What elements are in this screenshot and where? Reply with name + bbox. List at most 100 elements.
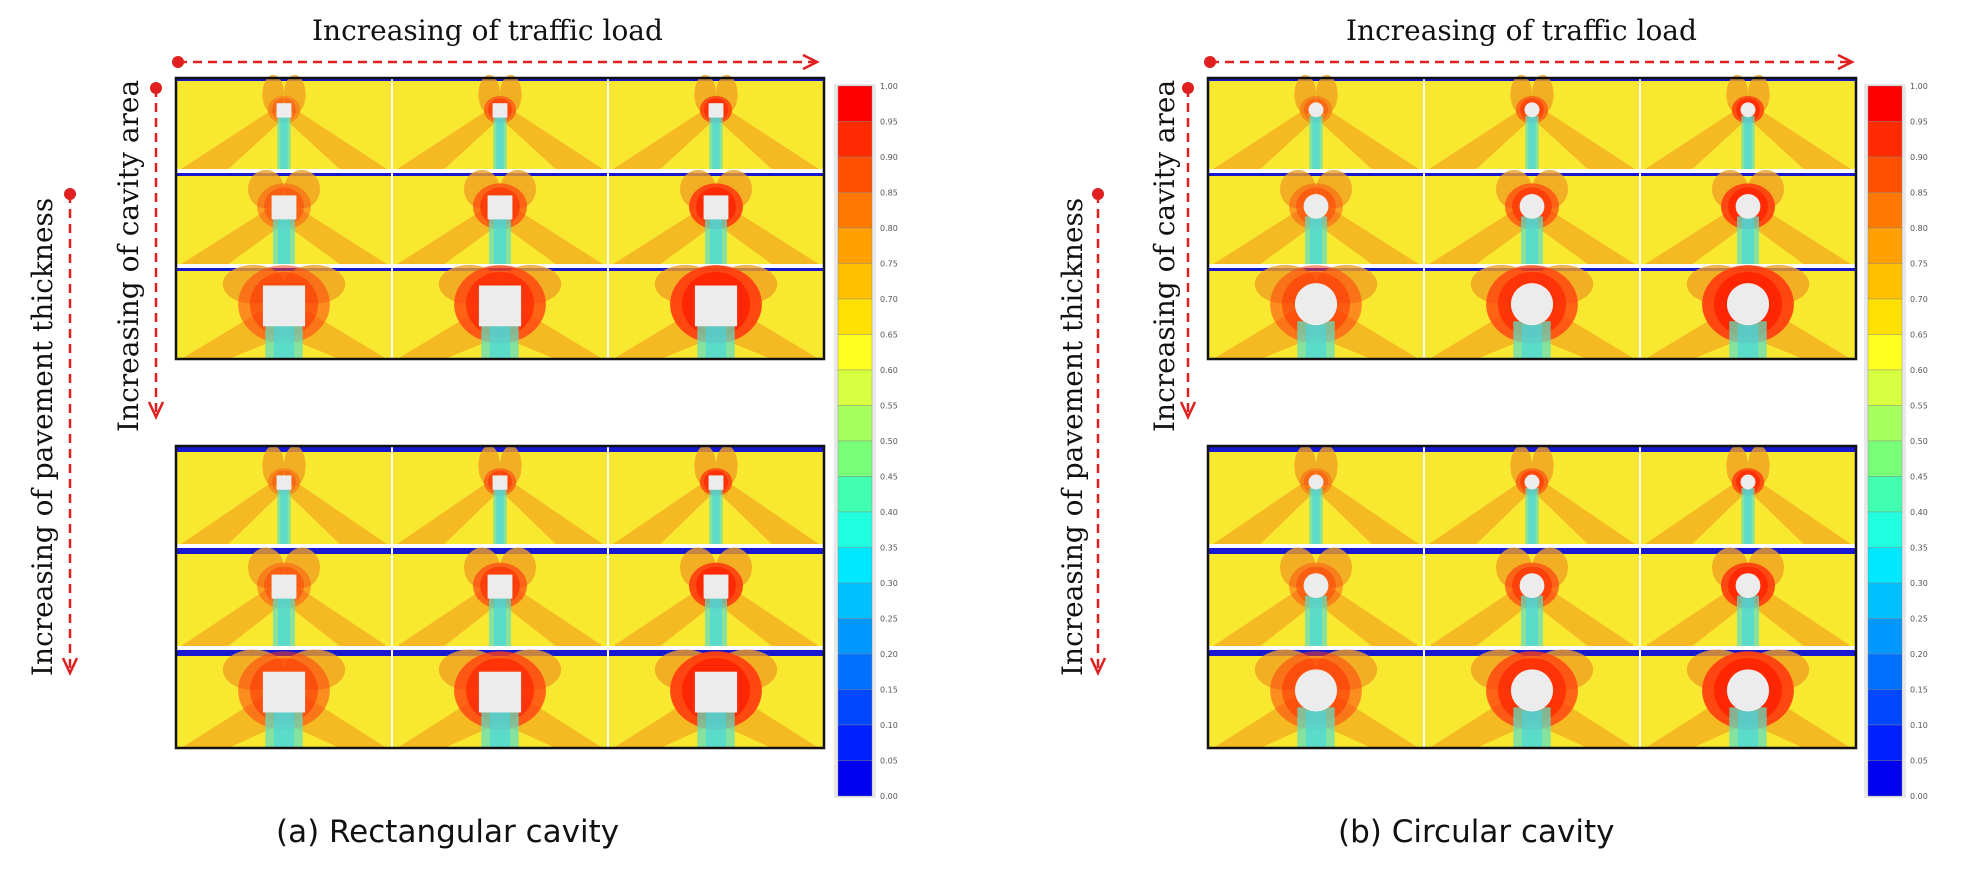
colorbar-segment [1867, 405, 1903, 442]
stress-wing [720, 109, 819, 169]
low-stress-core [712, 489, 720, 544]
low-stress-core [1526, 597, 1538, 646]
stress-wing [1536, 482, 1635, 544]
stress-wing [1752, 482, 1851, 544]
stress-wing [288, 109, 387, 169]
pavement-plate [176, 446, 824, 452]
colorbar-segment [1867, 689, 1903, 726]
low-stress-core [496, 489, 504, 544]
rectangular-cavity [271, 195, 297, 220]
low-stress-core [280, 117, 288, 169]
rectangular-cavity [262, 285, 306, 327]
colorbar-segment [837, 760, 873, 797]
circular-cavity [1524, 102, 1540, 118]
low-stress-core [1312, 489, 1320, 544]
circular-cavity [1303, 573, 1329, 598]
colorbar-segment [1867, 263, 1903, 300]
pavement-plate [1208, 548, 1856, 554]
stress-wing [720, 482, 819, 544]
low-stress-core [1305, 710, 1327, 748]
circular-cavity [1510, 283, 1554, 326]
circular-cavity [1726, 283, 1770, 326]
contour-cell [1641, 74, 1855, 169]
contour-grid-thin-pavement [174, 74, 826, 361]
contour-cell [1209, 649, 1423, 748]
colorbar-tick-label: 0.40 [1910, 508, 1928, 517]
contour-cell [1209, 74, 1423, 169]
stress-wing [1320, 206, 1419, 264]
colorbar-tick-label: 0.90 [880, 153, 898, 162]
colorbar-tick-label: 0.65 [1910, 331, 1928, 340]
colorbar-tick-label: 0.95 [1910, 118, 1928, 127]
contour-cell [1425, 649, 1639, 748]
circular-cavity [1510, 669, 1554, 712]
colorbar-segment [1867, 476, 1903, 513]
colorbar-segment [1867, 298, 1903, 335]
panel-b-cavity-arrow [1179, 82, 1197, 420]
contour-cell [393, 264, 607, 359]
pavement-plate [176, 78, 824, 81]
stress-wing [1213, 109, 1312, 169]
low-stress-core [1744, 489, 1752, 544]
colorbar-segment [1867, 156, 1903, 193]
panel-b-thickness-arrow [1089, 188, 1107, 676]
rectangular-cavity [487, 574, 513, 599]
colorbar-tick-label: 0.60 [880, 366, 898, 375]
rectangular-cavity [708, 103, 724, 118]
colorbar-tick-label: 0.85 [1910, 189, 1928, 198]
panel-a-top-label: Increasing of traffic load [312, 14, 663, 47]
rectangular-cavity [478, 671, 522, 713]
colorbar-tick-label: 0.70 [880, 295, 898, 304]
low-stress-core [712, 117, 720, 169]
low-stress-core [1526, 218, 1538, 264]
low-stress-core [705, 710, 727, 748]
low-stress-core [1742, 218, 1754, 264]
panel-a-cavity-label: Increasing of cavity area [112, 79, 145, 432]
contour-cell [609, 264, 823, 359]
pavement-plate [1208, 446, 1856, 452]
colorbar-tick-label: 0.80 [1910, 224, 1928, 233]
rectangular-cavity [492, 475, 508, 490]
colorbar-tick-label: 0.90 [1910, 153, 1928, 162]
contour-grid-thick-pavement [1206, 444, 1858, 750]
stress-wing [504, 482, 603, 544]
circular-cavity [1519, 573, 1545, 598]
contour-cell [609, 649, 823, 748]
contour-cell [177, 169, 391, 264]
contour-cell [393, 169, 607, 264]
stress-wing [288, 206, 387, 264]
colorbar-tick-label: 0.00 [880, 792, 898, 801]
stress-wing [397, 482, 496, 544]
colorbar-segment [1867, 369, 1903, 406]
circular-cavity [1735, 573, 1761, 598]
panel-a-colorbar: 1.00 0.95 0.90 0.85 0.80 0.75 0.70 0.65 0.60 0.55… [834, 82, 904, 808]
panel-a-grid-top [174, 74, 826, 426]
colorbar-tick-label: 0.20 [880, 650, 898, 659]
pavement-plate [176, 548, 824, 554]
colorbar-tick-label: 0.05 [1910, 757, 1928, 766]
contour-cell [177, 547, 391, 646]
circular-cavity [1726, 669, 1770, 712]
contour-cell [1425, 169, 1639, 264]
colorbar-segment [837, 369, 873, 406]
stress-wing [1429, 482, 1528, 544]
stress-wing [1429, 109, 1528, 169]
colorbar-segment [837, 724, 873, 761]
colorbar-tick-label: 0.15 [880, 686, 898, 695]
colorbar-segment [837, 476, 873, 513]
stress-wing [504, 585, 603, 646]
stress-wing [720, 585, 819, 646]
colorbar-segment [1867, 192, 1903, 229]
low-stress-core [1310, 218, 1322, 264]
panel-a-grid-bottom [174, 444, 826, 804]
colorbar-segment [837, 440, 873, 477]
panel-b-traffic-arrow [1204, 53, 1855, 71]
stress-wing [504, 109, 603, 169]
contour-cell [1641, 264, 1855, 359]
low-stress-core [705, 324, 727, 359]
colorbar-segment [1867, 227, 1903, 264]
colorbar-segment [837, 227, 873, 264]
contour-cell [393, 649, 607, 748]
low-stress-core [710, 597, 722, 646]
colorbar-tick-label: 0.10 [1910, 721, 1928, 730]
